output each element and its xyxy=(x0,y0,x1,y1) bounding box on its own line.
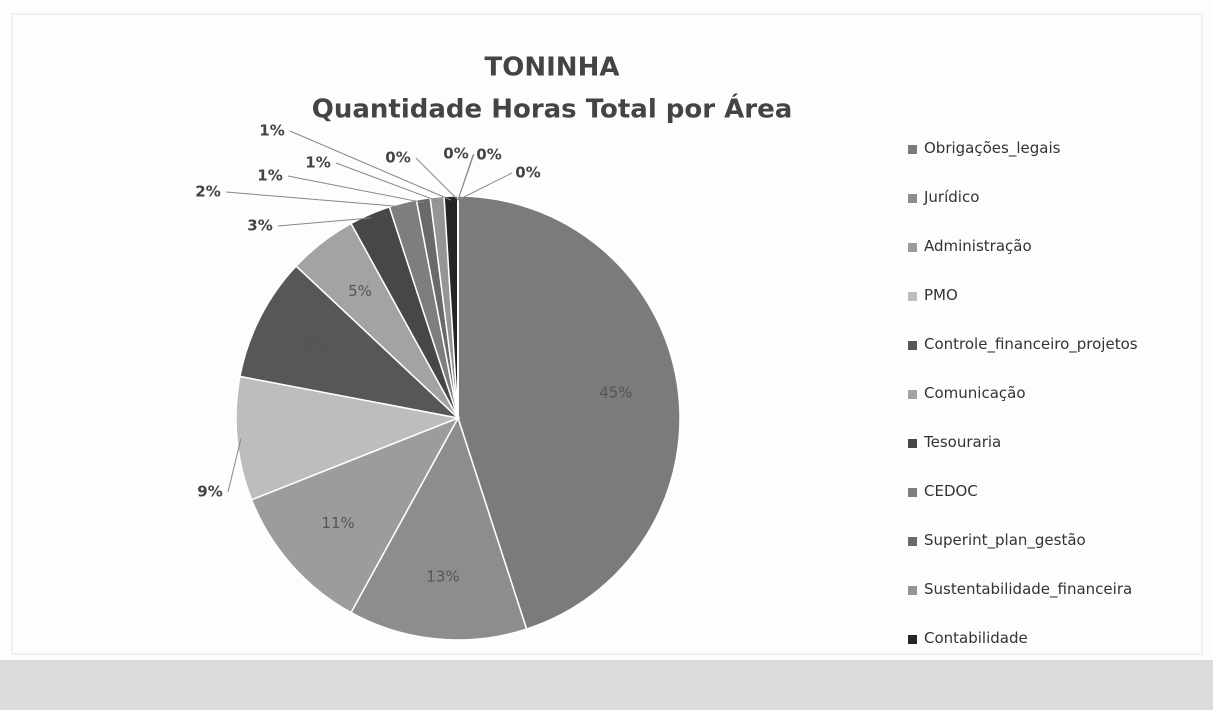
chart-title: TONINHA xyxy=(485,53,620,83)
legend-item: Jurídico xyxy=(906,189,1184,238)
leader-line xyxy=(289,130,452,201)
legend-item: Administração xyxy=(906,238,1184,287)
pie-slice xyxy=(250,416,460,614)
data-labels: 45% 13% 11% 9% 9% 5% 3% 2% 1% 1% 1% 0% 0% 0% 0% xyxy=(195,122,632,586)
legend-swatch xyxy=(908,586,917,595)
page-band xyxy=(0,660,1213,710)
leader-line xyxy=(225,191,404,208)
legend-swatch xyxy=(908,488,917,497)
legend-swatch xyxy=(908,243,917,252)
legend-swatch xyxy=(908,390,917,399)
chart-subtitle: Quantidade Horas Total por Área xyxy=(312,93,793,125)
data-label: 45% xyxy=(599,383,632,401)
data-label: 0% xyxy=(515,164,540,182)
legend-swatch xyxy=(908,145,917,154)
legend-item: Superint_plan_gestão xyxy=(906,532,1184,581)
pie-slice xyxy=(235,375,461,501)
leader-line xyxy=(457,172,513,201)
legend-label: Comunicação xyxy=(924,384,1026,402)
legend-swatch xyxy=(908,194,917,203)
legend-label: Sustentabilidade_financeira xyxy=(924,580,1133,598)
data-label: 0% xyxy=(476,146,501,164)
legend-item: PMO xyxy=(906,287,1184,336)
legend-item: Obrigações_legais xyxy=(906,140,1184,189)
legend-label: Jurídico xyxy=(924,188,980,206)
data-label: 2% xyxy=(195,183,220,201)
legend-swatch xyxy=(908,292,917,301)
data-label: 9% xyxy=(197,483,222,501)
leader-line xyxy=(415,157,459,201)
data-label: 0% xyxy=(385,149,410,167)
data-label: 1% xyxy=(259,122,284,140)
data-label: 1% xyxy=(257,167,282,185)
legend-item: Contabilidade xyxy=(906,630,1184,679)
legend-item: Sustentabilidade_financeira xyxy=(906,581,1184,630)
legend-item: Comunicação xyxy=(906,385,1184,434)
legend-label: Controle_financeiro_projetos xyxy=(924,335,1138,353)
leader-line xyxy=(457,154,474,201)
leader-line xyxy=(277,217,372,227)
legend-label: CEDOC xyxy=(924,482,978,500)
legend-item: Controle_financeiro_projetos xyxy=(906,336,1184,385)
legend-label: PMO xyxy=(924,286,958,304)
data-label: 3% xyxy=(247,217,272,235)
legend-swatch xyxy=(908,439,917,448)
legend-label: Superint_plan_gestão xyxy=(924,531,1086,549)
data-label: 0% xyxy=(443,145,468,163)
data-label: 13% xyxy=(426,568,459,586)
leader-line xyxy=(287,175,424,204)
leader-line xyxy=(227,438,242,493)
leader-line xyxy=(335,162,438,202)
data-label: 9% xyxy=(304,336,328,354)
data-label: 11% xyxy=(321,514,354,532)
legend-swatch xyxy=(908,537,917,546)
pie-slice xyxy=(350,416,528,641)
legend-swatch xyxy=(908,635,917,644)
chart-border xyxy=(11,13,1203,655)
legend-label: Administração xyxy=(924,237,1032,255)
legend-swatch xyxy=(908,341,917,350)
data-label: 5% xyxy=(348,282,372,300)
legend-label: Tesouraria xyxy=(924,433,1002,451)
legend: Obrigações_legais Jurídico Administração PM… xyxy=(906,140,1206,679)
legend-item: CEDOC xyxy=(906,483,1184,532)
pie-slice xyxy=(457,195,681,631)
pie-slice xyxy=(239,264,461,420)
legend-item: Tesouraria xyxy=(906,434,1184,483)
legend-label: Obrigações_legais xyxy=(924,139,1061,157)
legend-label: Contabilidade xyxy=(924,629,1028,647)
data-label: 1% xyxy=(305,154,330,172)
pie xyxy=(235,195,681,641)
